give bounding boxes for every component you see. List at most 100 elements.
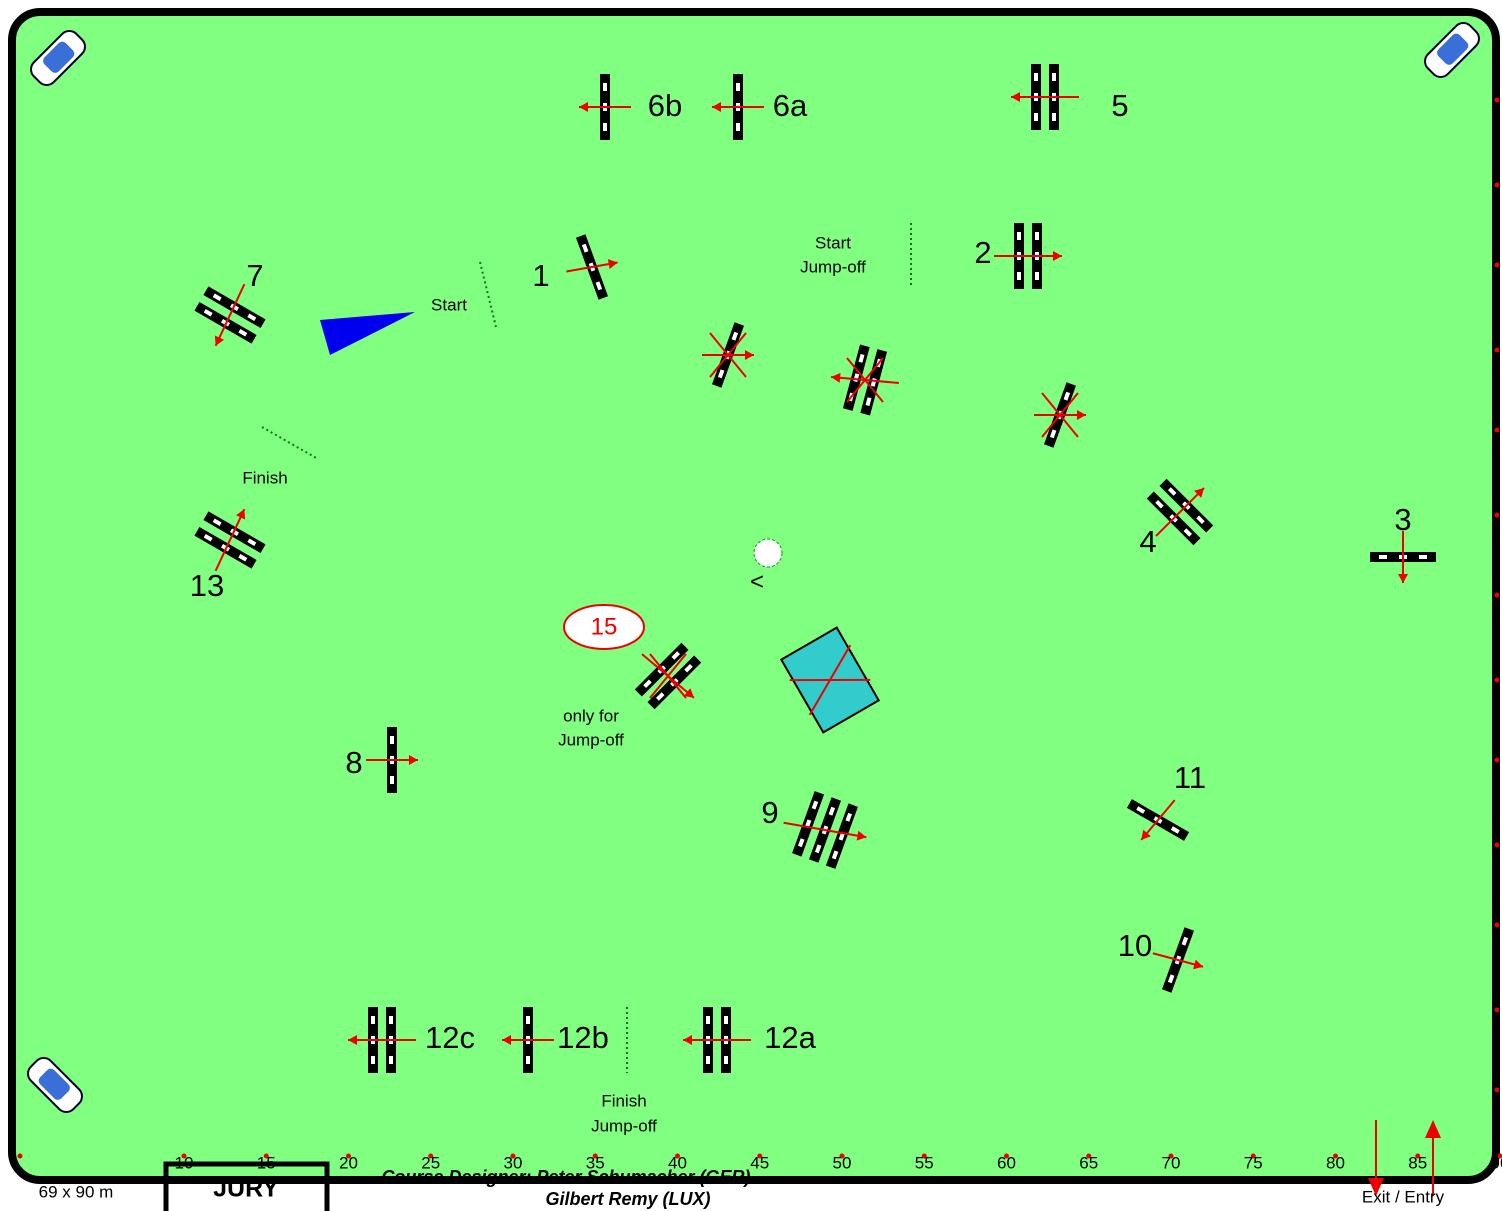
direction-arrow <box>214 283 246 347</box>
rail-block <box>828 806 836 816</box>
cross <box>709 332 747 378</box>
side-dot <box>1494 262 1500 268</box>
side-dot <box>1494 677 1500 683</box>
jump-label: 13 <box>190 568 224 603</box>
rail-block <box>717 369 725 379</box>
direction-arrow <box>994 251 1062 261</box>
ruler-dot <box>1004 1153 1009 1159</box>
jump-label: 6a <box>773 88 808 123</box>
ruler-label: 85 <box>1408 1153 1427 1172</box>
rail-block <box>724 1056 728 1064</box>
jump-label: 8 <box>345 745 362 780</box>
ruler-dot <box>428 1153 434 1159</box>
rail-block <box>731 331 739 341</box>
shrub <box>753 538 783 568</box>
rail-block <box>1049 429 1057 439</box>
ruler-label: 40 <box>668 1153 687 1172</box>
jury-label: JURY <box>213 1175 279 1203</box>
arrow-head <box>236 509 246 520</box>
entry-shape <box>320 312 415 355</box>
arrow-head <box>607 259 618 269</box>
arrow-head <box>1077 410 1086 420</box>
arrow-head <box>856 830 867 841</box>
obstacle <box>1034 382 1086 448</box>
jumpoff-number: 15 <box>591 613 618 640</box>
ruler-dot <box>181 1153 187 1159</box>
ruler-dot <box>921 1153 927 1159</box>
designer: Course Designer: Peter Schumacher (GER) <box>381 1167 750 1187</box>
car <box>30 30 86 86</box>
rail-block <box>389 1016 393 1024</box>
ruler-label: 15 <box>257 1153 276 1172</box>
jump-label: 12c <box>425 1020 475 1055</box>
jumpoff-only-label: Jump-off <box>558 730 624 749</box>
side-dot <box>1494 97 1500 103</box>
direction-arrow <box>1155 487 1205 537</box>
obstacle <box>502 1007 554 1073</box>
obstacle <box>712 74 764 140</box>
ruler-label: 80 <box>1326 1153 1345 1172</box>
direction-arrow <box>1140 799 1176 841</box>
rail-block <box>238 554 248 562</box>
rail-block <box>736 83 740 91</box>
side-dot <box>1494 182 1500 188</box>
rail-block <box>797 838 805 848</box>
rail-block <box>1170 826 1180 834</box>
ruler-label: 55 <box>915 1153 934 1172</box>
rail-block <box>581 243 589 253</box>
ruler-dot <box>592 1153 598 1159</box>
finish-label: Finish <box>242 468 287 487</box>
side-dot <box>1494 347 1500 353</box>
direction-arrow <box>783 821 867 841</box>
obstacle <box>994 223 1062 289</box>
jump-label: 10 <box>1118 928 1152 963</box>
side-dot <box>1494 757 1500 763</box>
car-roof <box>1437 33 1469 65</box>
jumpoff-only-label: only for <box>563 706 619 725</box>
direction-mark: < <box>750 568 764 595</box>
obstacle <box>579 74 631 140</box>
corner-dot <box>17 1153 23 1159</box>
rail-block <box>1155 499 1164 509</box>
ruler-dot <box>1497 1153 1502 1159</box>
rail-block <box>1167 974 1175 984</box>
arrow-head <box>745 350 754 360</box>
car-roof <box>38 1068 70 1100</box>
car <box>27 1057 83 1113</box>
rail-block <box>643 679 652 689</box>
rail-block <box>1419 555 1427 559</box>
ruler-dot <box>757 1153 763 1159</box>
arrow-head <box>683 688 695 698</box>
rail-block <box>706 1056 710 1064</box>
jump-label: 2 <box>974 235 991 270</box>
ruler-dot <box>510 1153 516 1159</box>
obstacle <box>783 791 867 869</box>
rail-block <box>212 293 222 301</box>
direction-arrow <box>566 259 618 273</box>
rail-block <box>1035 232 1039 240</box>
car-roof <box>43 41 75 73</box>
arrow-head <box>1053 251 1062 261</box>
water-jump <box>779 626 881 734</box>
obstacle <box>366 727 418 793</box>
direction-arrow <box>214 508 246 572</box>
rail-block <box>389 1056 393 1064</box>
obstacle <box>194 283 266 347</box>
start-line <box>479 261 497 328</box>
ruler-dot <box>263 1153 269 1159</box>
rail-block <box>1183 528 1193 537</box>
rail-block <box>1034 113 1038 121</box>
ruler-label: 75 <box>1244 1153 1263 1172</box>
direction-arrow <box>1011 92 1079 102</box>
rail-block <box>603 123 607 131</box>
cross <box>649 653 687 699</box>
direction-arrow <box>683 1035 751 1045</box>
ruler-label: 10 <box>175 1153 194 1172</box>
ruler-dot <box>346 1153 351 1159</box>
rail-block <box>390 776 394 784</box>
obstacle <box>194 508 266 572</box>
entry-arrowhead <box>1425 1120 1441 1138</box>
rail-block <box>684 663 693 673</box>
side-dot <box>1494 592 1500 598</box>
side-dot <box>1494 1007 1500 1013</box>
